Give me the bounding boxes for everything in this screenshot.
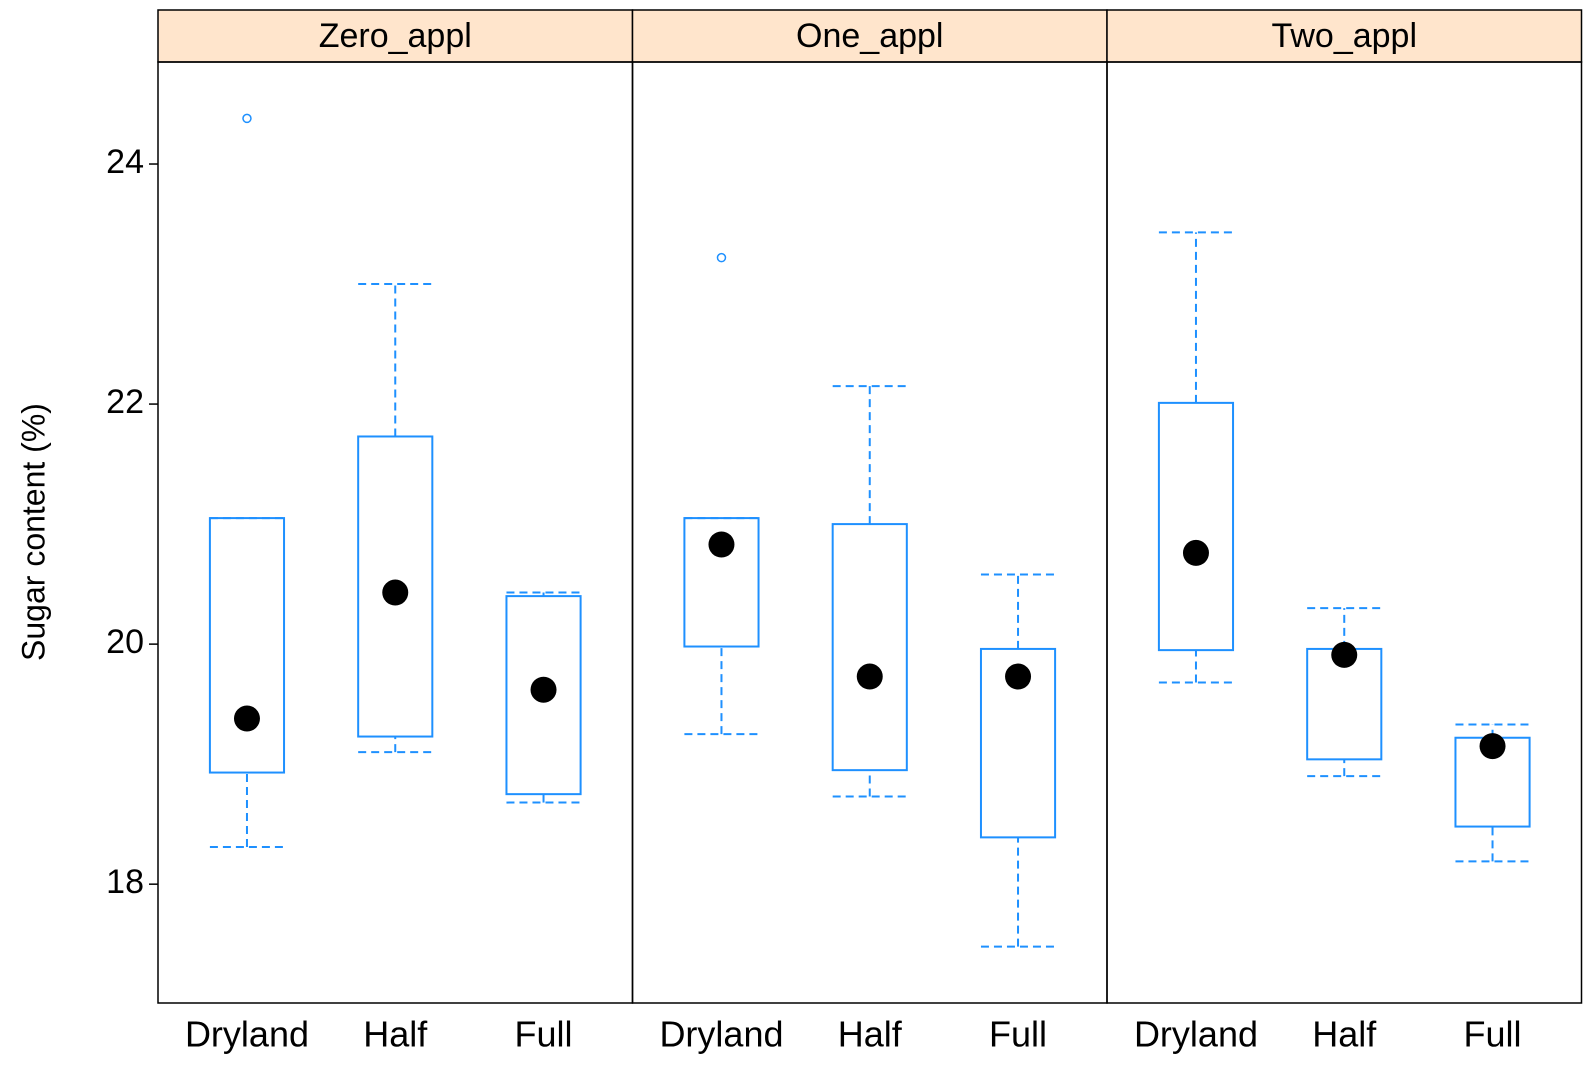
box <box>979 647 1057 839</box>
box <box>357 435 434 738</box>
box <box>683 517 760 648</box>
y-tick-label: 24 <box>106 143 144 181</box>
median <box>1005 663 1032 690</box>
y-tick-label: 20 <box>106 623 144 661</box>
panel <box>631 61 1108 1004</box>
x-tick-label: Half <box>363 1014 428 1055</box>
strip-title: One_appl <box>796 17 943 55</box>
panel <box>1106 61 1583 1004</box>
median <box>530 676 557 703</box>
box <box>208 517 286 774</box>
y-axis-label: Sugar content (%) <box>15 403 51 661</box>
strip-title: Two_appl <box>1271 17 1417 55</box>
strip <box>157 9 634 63</box>
outlier <box>716 252 727 263</box>
median <box>1479 733 1506 760</box>
strip <box>1106 9 1583 63</box>
x-tick-label: Full <box>515 1014 573 1055</box>
x-tick-label: Dryland <box>1134 1014 1258 1055</box>
y-tick-label: 22 <box>106 383 144 421</box>
median <box>233 705 260 732</box>
median <box>1331 641 1358 668</box>
outlier <box>242 113 252 124</box>
panel <box>157 61 634 1004</box>
median <box>708 531 735 558</box>
x-tick-label: Full <box>989 1014 1047 1055</box>
median <box>856 663 883 690</box>
y-tick-label: 18 <box>106 863 144 901</box>
box <box>1157 401 1235 652</box>
median <box>382 579 409 606</box>
median <box>1182 539 1209 566</box>
x-tick-label: Dryland <box>659 1014 783 1055</box>
x-tick-label: Dryland <box>185 1014 309 1055</box>
x-tick-label: Half <box>838 1014 903 1055</box>
strip-title: Zero_appl <box>319 17 472 55</box>
x-tick-label: Full <box>1464 1014 1522 1055</box>
x-tick-label: Half <box>1312 1014 1377 1055</box>
box <box>505 595 582 796</box>
box <box>831 523 908 772</box>
